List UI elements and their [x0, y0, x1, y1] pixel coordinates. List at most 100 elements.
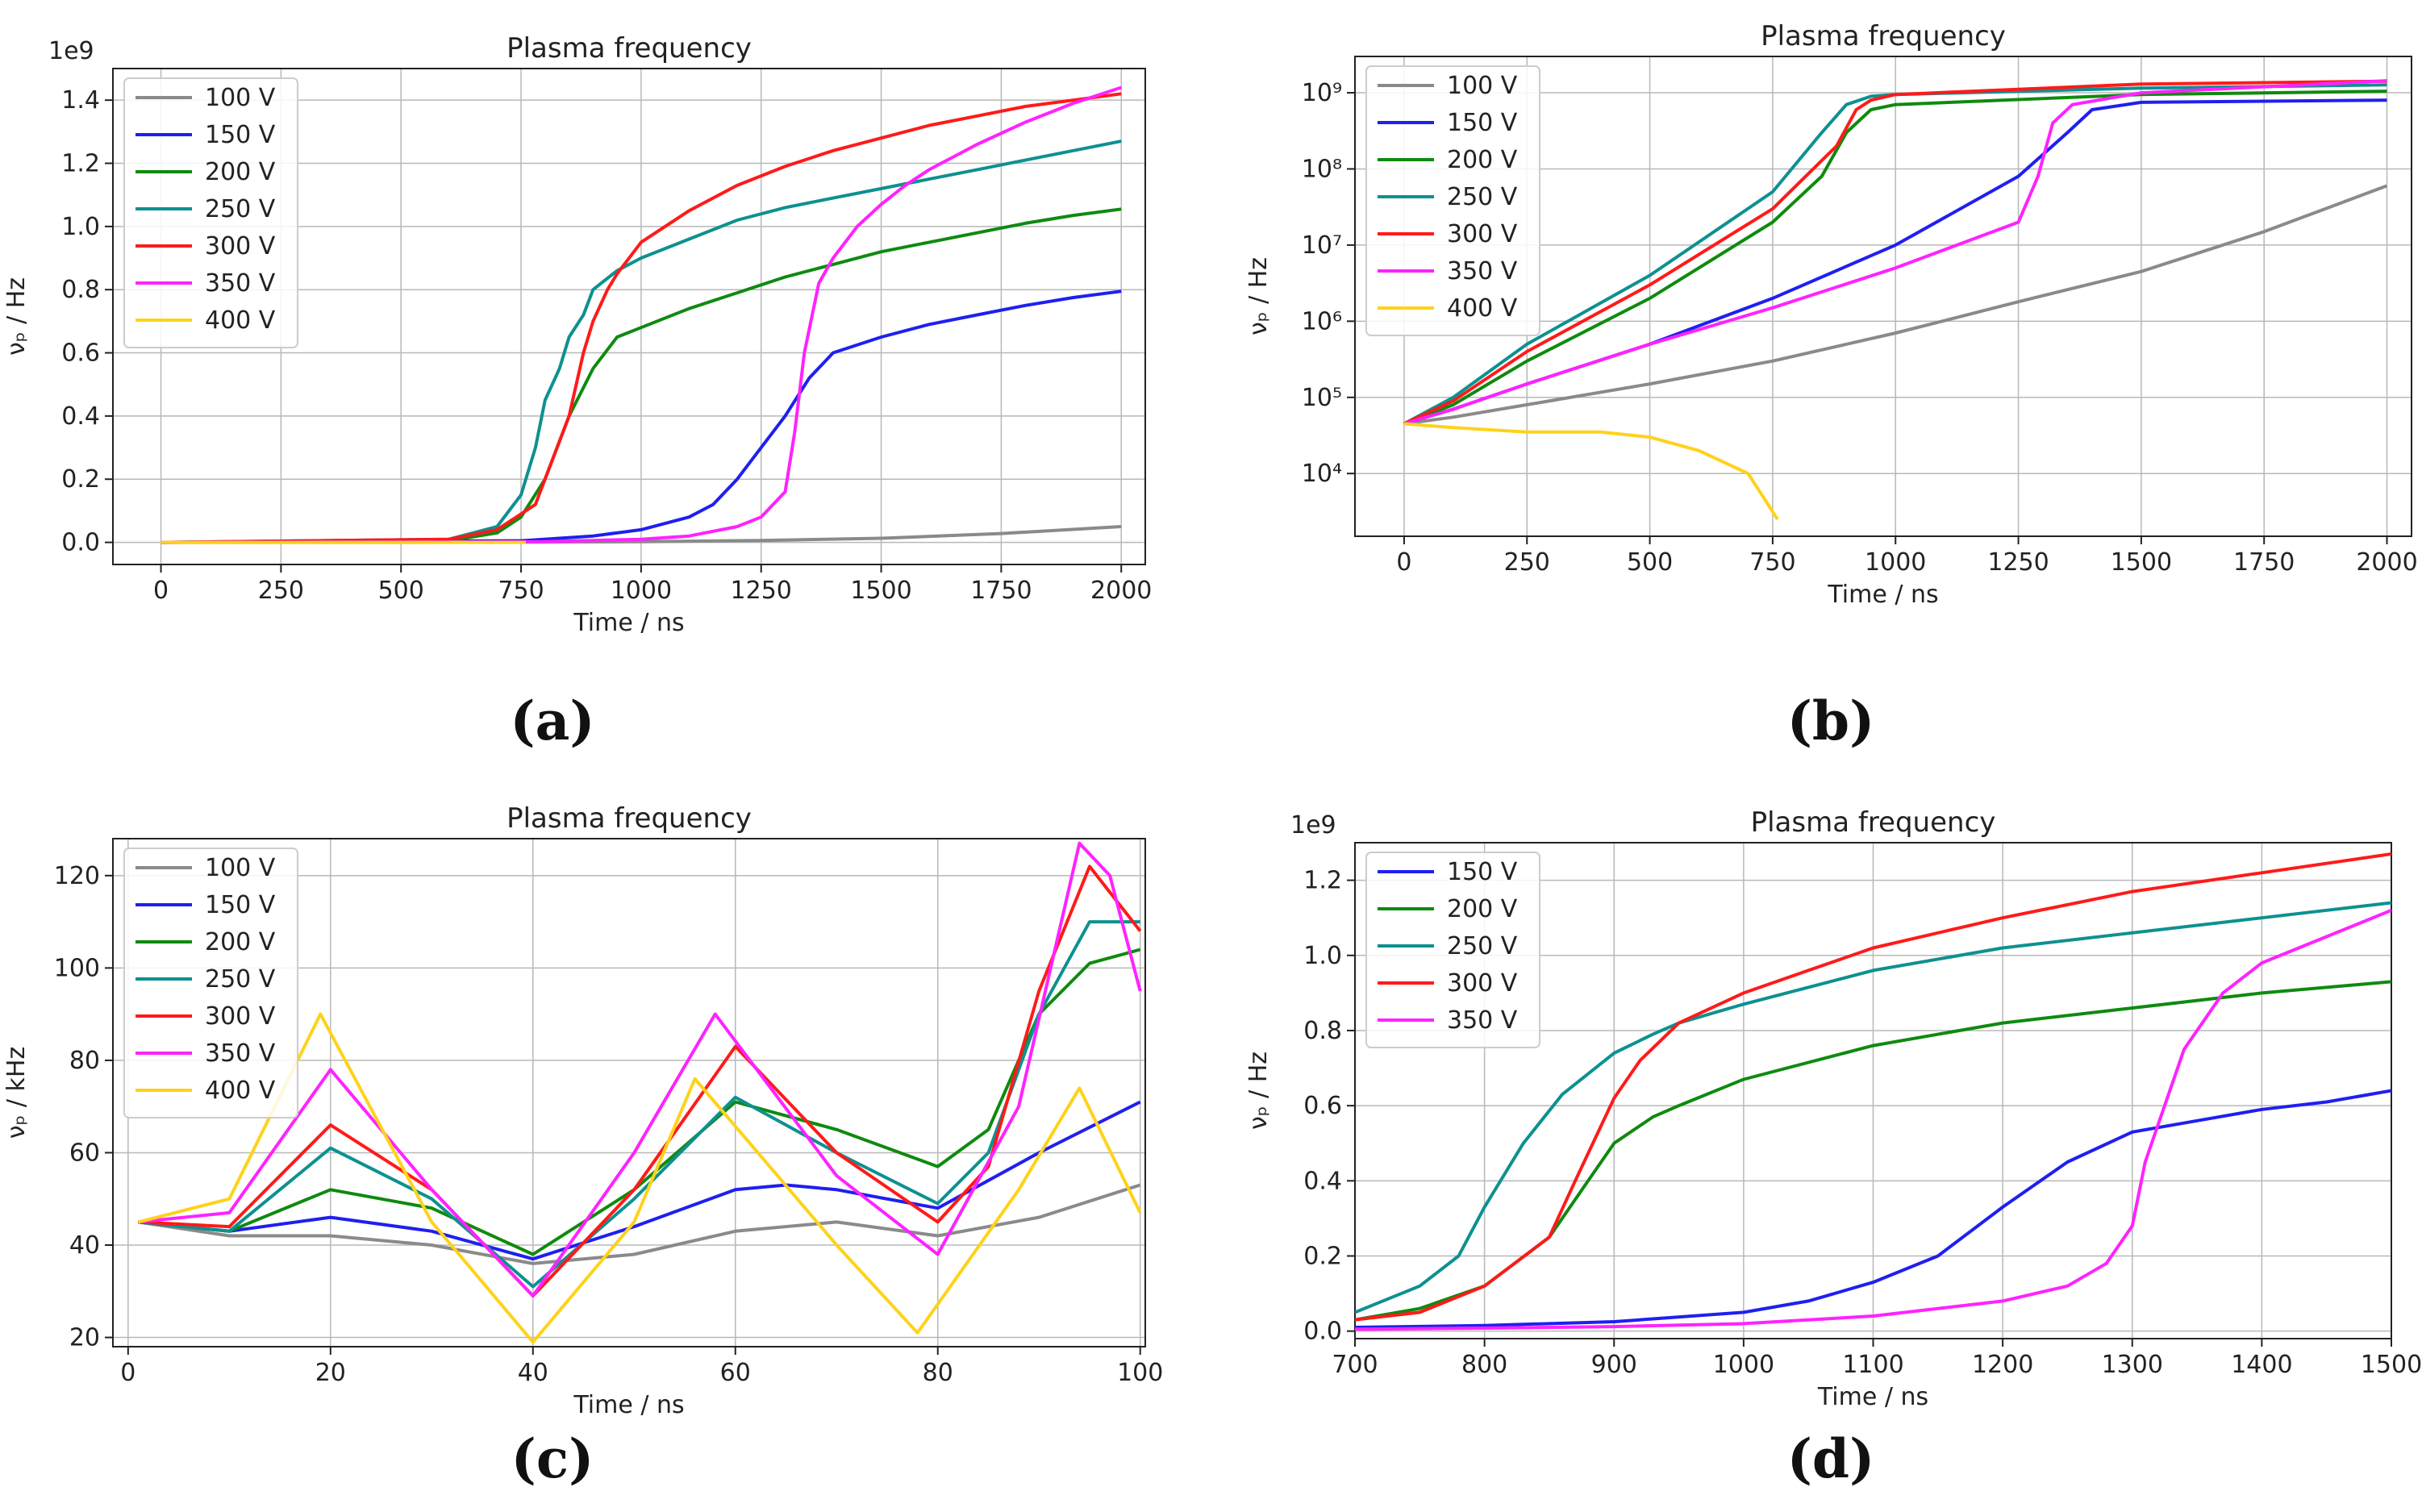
y-axis-label: νₚ / Hz: [2, 277, 31, 356]
y-tick-label: 10⁶: [1302, 307, 1342, 335]
y-tick-label: 1.4: [61, 86, 100, 115]
legend-label: 100 V: [205, 854, 276, 882]
series-line-250-v: [1355, 901, 2391, 1314]
series-line-350-v: [1355, 909, 2391, 1331]
y-tick-label: 0.4: [61, 402, 100, 431]
x-tick-label: 250: [1504, 548, 1550, 577]
x-tick-label: 900: [1591, 1351, 1637, 1379]
y-scale-label: 1e9: [1290, 811, 1336, 839]
legend-label: 400 V: [1447, 294, 1518, 323]
x-tick-label: 40: [518, 1359, 548, 1387]
caption-b: (b): [1786, 689, 1875, 752]
legend-label: 150 V: [205, 121, 276, 149]
legend-label: 100 V: [205, 84, 276, 112]
y-tick-label: 60: [69, 1139, 100, 1167]
legend-label: 400 V: [205, 306, 276, 335]
legend-label: 200 V: [1447, 895, 1518, 923]
series-line-300-v: [138, 864, 1142, 1297]
series-line-300-v: [1403, 79, 2387, 426]
series-line-200-v: [1403, 90, 2387, 426]
y-tick-label: 1.2: [1303, 867, 1342, 895]
x-axis-label: Time / ns: [573, 609, 684, 637]
x-tick-label: 20: [315, 1359, 346, 1387]
legend-label: 400 V: [205, 1077, 276, 1105]
series-line-200-v: [160, 207, 1122, 544]
y-tick-label: 1.0: [1303, 942, 1342, 970]
x-tick-label: 1250: [731, 577, 792, 605]
legend-label: 350 V: [1447, 1006, 1518, 1035]
series-line-400-v: [1403, 422, 1779, 521]
legend-label: 100 V: [1447, 72, 1518, 100]
legend-label: 350 V: [205, 1039, 276, 1068]
chart-title: Plasma frequency: [1761, 20, 2006, 52]
series-line-100-v: [138, 1183, 1141, 1265]
y-tick-label: 40: [69, 1231, 100, 1260]
x-tick-label: 0: [1396, 548, 1411, 577]
x-tick-label: 1400: [2231, 1351, 2292, 1379]
y-tick-label: 80: [69, 1047, 100, 1075]
legend-label: 250 V: [205, 195, 276, 223]
y-tick-label: 10⁵: [1302, 384, 1342, 412]
x-tick-label: 1200: [1972, 1351, 2033, 1379]
y-scale-label: 1e9: [48, 37, 94, 65]
chart-a: 0 250 500 750 1000 1250 1500 1750 2000 0.0 0.2 0.4 0…: [2, 32, 1152, 637]
y-tick-label: 1.0: [61, 213, 100, 241]
legend-box: [123, 848, 298, 1118]
legend-label: 300 V: [1447, 220, 1518, 248]
y-tick-label: 0.0: [1303, 1318, 1342, 1346]
x-tick-label: 750: [498, 577, 544, 605]
chart-title: Plasma frequency: [506, 32, 752, 65]
legend-label: 200 V: [1447, 146, 1518, 174]
y-tick-label: 0.8: [61, 276, 100, 304]
series-line-300-v: [1355, 852, 2391, 1322]
x-tick-label: 800: [1461, 1351, 1507, 1379]
legend-label: 150 V: [1447, 109, 1518, 137]
series-line-350-v: [1403, 79, 2387, 426]
x-tick-label: 500: [378, 577, 424, 605]
y-tick-label: 100: [54, 954, 100, 982]
y-axis-label: νₚ / Hz: [1244, 1052, 1273, 1130]
x-tick-label: 1750: [970, 577, 1032, 605]
y-tick-label: 120: [54, 862, 100, 890]
y-tick-label: 0.6: [1303, 1092, 1342, 1120]
series-line-250-v: [160, 140, 1122, 544]
legend-box: [123, 77, 298, 348]
plot-frame: [112, 68, 1146, 565]
series-group: [137, 841, 1142, 1344]
y-tick-label: 0.4: [1303, 1167, 1342, 1195]
legend-label: 300 V: [205, 1002, 276, 1031]
y-tick-label: 10⁷: [1302, 231, 1342, 260]
legend-label: 250 V: [205, 965, 276, 993]
x-tick-label: 1000: [1713, 1351, 1774, 1379]
x-tick-label: 1300: [2102, 1351, 2163, 1379]
chart-b: 0 250 500 750 1000 1250 1500 1750 2000 10⁴ 10⁵ 10⁶ 1…: [1244, 20, 2418, 609]
legend-label: 250 V: [1447, 183, 1518, 211]
y-axis-label: νₚ / Hz: [1244, 257, 1273, 335]
y-tick-label: 10⁴: [1302, 460, 1342, 488]
y-tick-label: 0.6: [61, 339, 100, 368]
series-line-300-v: [160, 92, 1122, 544]
series-line-350-v: [138, 841, 1142, 1297]
x-tick-label: 1000: [611, 577, 672, 605]
caption-a: (a): [510, 689, 595, 752]
series-group: [1403, 79, 2388, 521]
series-line-150-v: [160, 289, 1122, 544]
legend-label: 350 V: [1447, 257, 1518, 285]
legend-label: 150 V: [1447, 858, 1518, 886]
legend-label: 300 V: [205, 232, 276, 260]
x-tick-label: 2000: [2356, 548, 2417, 577]
x-tick-label: 80: [923, 1359, 953, 1387]
plot-frame: [1354, 56, 2412, 537]
x-tick-label: 0: [120, 1359, 135, 1387]
x-tick-label: 700: [1332, 1351, 1378, 1379]
x-tick-label: 2000: [1090, 577, 1152, 605]
x-tick-label: 1500: [850, 577, 911, 605]
series-line-100-v: [1403, 184, 2388, 426]
y-tick-label: 0.8: [1303, 1017, 1342, 1045]
legend-label: 350 V: [205, 269, 276, 298]
series-line-350-v: [160, 85, 1122, 544]
chart-c: 0 20 40 60 80 100 20 40 60 80 100 120 Plasma frequen…: [2, 802, 1163, 1419]
legend-box: [1365, 65, 1540, 336]
legend-label: 200 V: [205, 158, 276, 186]
legend-label: 150 V: [205, 891, 276, 919]
